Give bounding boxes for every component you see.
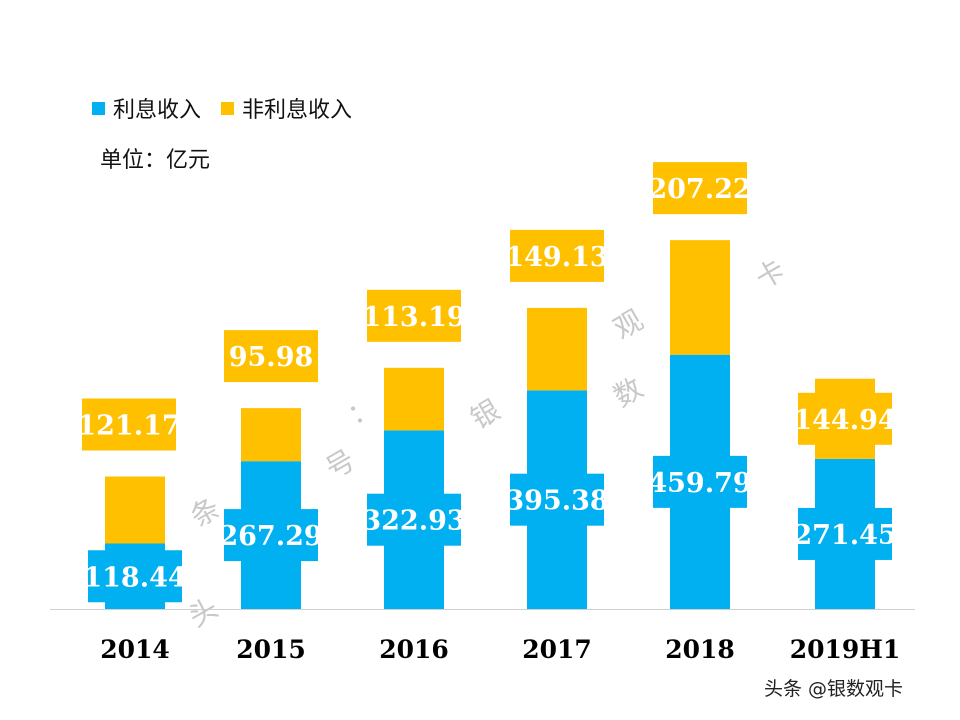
x-tick-label: 2019H1	[790, 635, 901, 664]
x-tick-label: 2015	[236, 635, 306, 664]
data-label-noninterest-box	[82, 398, 176, 451]
bar-noninterest-2016	[384, 367, 444, 431]
data-label-noninterest-box	[367, 289, 461, 342]
data-label-noninterest: 121.17	[77, 410, 180, 441]
x-tick-label: 2018	[665, 635, 735, 664]
legend-item-interest: 利息收入	[92, 92, 201, 124]
unit-label: 单位：亿元	[100, 148, 211, 173]
watermark-char: ：	[342, 389, 383, 432]
data-label-noninterest-box	[653, 162, 747, 215]
watermark-char: 头	[183, 591, 224, 634]
data-label-interest: 395.38	[505, 486, 608, 517]
bar-noninterest-2014	[105, 476, 165, 544]
watermark-char: 卡	[750, 253, 791, 296]
data-label-interest-box	[88, 550, 182, 603]
x-tick-label: 2016	[379, 635, 449, 664]
data-label-interest: 459.79	[648, 468, 751, 499]
data-label-interest-box	[510, 473, 604, 526]
legend-swatch-noninterest	[221, 101, 235, 115]
watermark-char: 银	[465, 393, 506, 436]
data-label-interest-box	[367, 493, 461, 546]
data-label-noninterest: 144.94	[793, 405, 896, 436]
data-label-noninterest-box	[510, 229, 604, 282]
data-label-interest: 118.44	[83, 562, 186, 593]
legend: 利息收入 非利息收入	[92, 92, 372, 124]
legend-item-noninterest: 非利息收入	[221, 92, 352, 124]
data-label-interest-box	[653, 455, 747, 508]
data-label-noninterest-box	[224, 330, 318, 383]
data-label-noninterest: 149.13	[505, 242, 608, 273]
data-label-interest: 322.93	[362, 506, 465, 537]
data-label-interest: 271.45	[793, 520, 896, 551]
credit-text: 头条 @银数观卡	[764, 678, 904, 700]
x-tick-label: 2017	[522, 635, 592, 664]
data-label-noninterest: 95.98	[229, 342, 314, 373]
watermark-char: 观	[608, 303, 649, 346]
x-tick-label: 2014	[100, 635, 170, 664]
legend-swatch-interest	[92, 101, 105, 115]
legend-label-interest: 利息收入	[113, 98, 202, 123]
bar-noninterest-2017	[527, 307, 587, 391]
data-label-interest-box	[224, 509, 318, 562]
data-label-interest-box	[798, 507, 892, 560]
bar-noninterest-2018	[670, 240, 730, 355]
data-label-noninterest: 113.19	[362, 302, 465, 333]
watermark-char: 数	[608, 371, 649, 414]
bar-noninterest-2015	[241, 408, 301, 462]
watermark-char: 号	[320, 443, 361, 486]
legend-label-noninterest: 非利息收入	[242, 98, 353, 123]
data-label-noninterest-box	[798, 392, 892, 445]
data-label-interest: 267.29	[219, 521, 322, 552]
data-label-noninterest: 207.22	[648, 174, 751, 205]
